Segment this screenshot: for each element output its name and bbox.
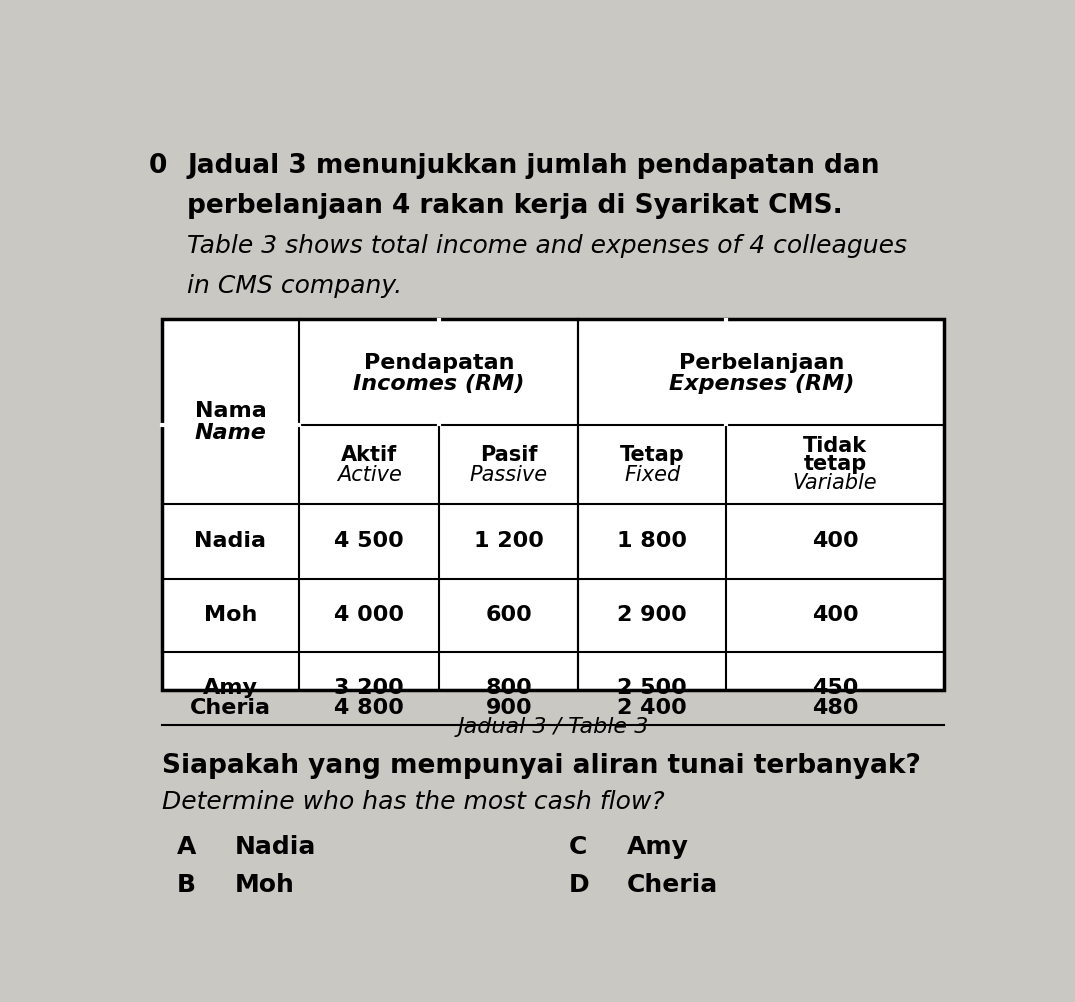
Text: 900: 900 bbox=[486, 697, 532, 717]
Text: A: A bbox=[177, 835, 197, 859]
Text: 1 200: 1 200 bbox=[474, 531, 544, 551]
Text: D: D bbox=[569, 874, 589, 898]
Text: Nama: Nama bbox=[195, 401, 267, 421]
Text: Cheria: Cheria bbox=[627, 874, 718, 898]
Text: tetap: tetap bbox=[803, 455, 866, 474]
Text: Pendapatan: Pendapatan bbox=[363, 353, 514, 373]
Text: Amy: Amy bbox=[203, 678, 258, 698]
Text: Moh: Moh bbox=[235, 874, 295, 898]
Text: Table 3 shows total income and expenses of 4 colleagues: Table 3 shows total income and expenses … bbox=[187, 234, 907, 259]
Text: Nadia: Nadia bbox=[235, 835, 316, 859]
Text: 1 800: 1 800 bbox=[617, 531, 687, 551]
Text: Jadual 3 menunjukkan jumlah pendapatan dan: Jadual 3 menunjukkan jumlah pendapatan d… bbox=[187, 152, 879, 178]
Text: 4 500: 4 500 bbox=[334, 531, 404, 551]
Text: 2 500: 2 500 bbox=[617, 678, 687, 698]
Text: Active: Active bbox=[336, 465, 402, 485]
Text: Incomes (RM): Incomes (RM) bbox=[354, 375, 525, 395]
Text: Siapakah yang mempunyai aliran tunai terbanyak?: Siapakah yang mempunyai aliran tunai ter… bbox=[161, 754, 920, 780]
Text: Cheria: Cheria bbox=[190, 697, 271, 717]
Text: Name: Name bbox=[195, 423, 267, 443]
Text: 450: 450 bbox=[812, 678, 858, 698]
Text: 2 400: 2 400 bbox=[617, 697, 687, 717]
Text: C: C bbox=[569, 835, 587, 859]
Text: Expenses (RM): Expenses (RM) bbox=[669, 375, 854, 395]
Text: Tetap: Tetap bbox=[619, 445, 685, 465]
Text: 0: 0 bbox=[148, 152, 167, 178]
Text: 4 800: 4 800 bbox=[334, 697, 404, 717]
Text: perbelanjaan 4 rakan kerja di Syarikat CMS.: perbelanjaan 4 rakan kerja di Syarikat C… bbox=[187, 193, 843, 219]
Text: Passive: Passive bbox=[470, 465, 548, 485]
Text: 480: 480 bbox=[812, 697, 858, 717]
Text: 800: 800 bbox=[485, 678, 532, 698]
Text: 600: 600 bbox=[485, 605, 532, 625]
Text: Determine who has the most cash flow?: Determine who has the most cash flow? bbox=[161, 791, 664, 815]
Text: in CMS company.: in CMS company. bbox=[187, 275, 402, 299]
Bar bbox=[161, 319, 944, 690]
Text: Amy: Amy bbox=[627, 835, 688, 859]
Text: Perbelanjaan: Perbelanjaan bbox=[678, 353, 844, 373]
Text: Aktif: Aktif bbox=[341, 445, 398, 465]
Text: Nadia: Nadia bbox=[195, 531, 267, 551]
Text: 4 000: 4 000 bbox=[334, 605, 404, 625]
Text: B: B bbox=[177, 874, 196, 898]
Bar bbox=[161, 319, 944, 690]
Text: Moh: Moh bbox=[204, 605, 257, 625]
Text: 400: 400 bbox=[812, 605, 858, 625]
Text: Variable: Variable bbox=[792, 473, 877, 493]
Text: 2 900: 2 900 bbox=[617, 605, 687, 625]
Text: Pasif: Pasif bbox=[479, 445, 538, 465]
Text: 400: 400 bbox=[812, 531, 858, 551]
Text: 3 200: 3 200 bbox=[334, 678, 404, 698]
Text: Tidak: Tidak bbox=[803, 436, 868, 456]
Text: Fixed: Fixed bbox=[624, 465, 680, 485]
Text: Jadual 3 / Table 3: Jadual 3 / Table 3 bbox=[457, 717, 648, 737]
